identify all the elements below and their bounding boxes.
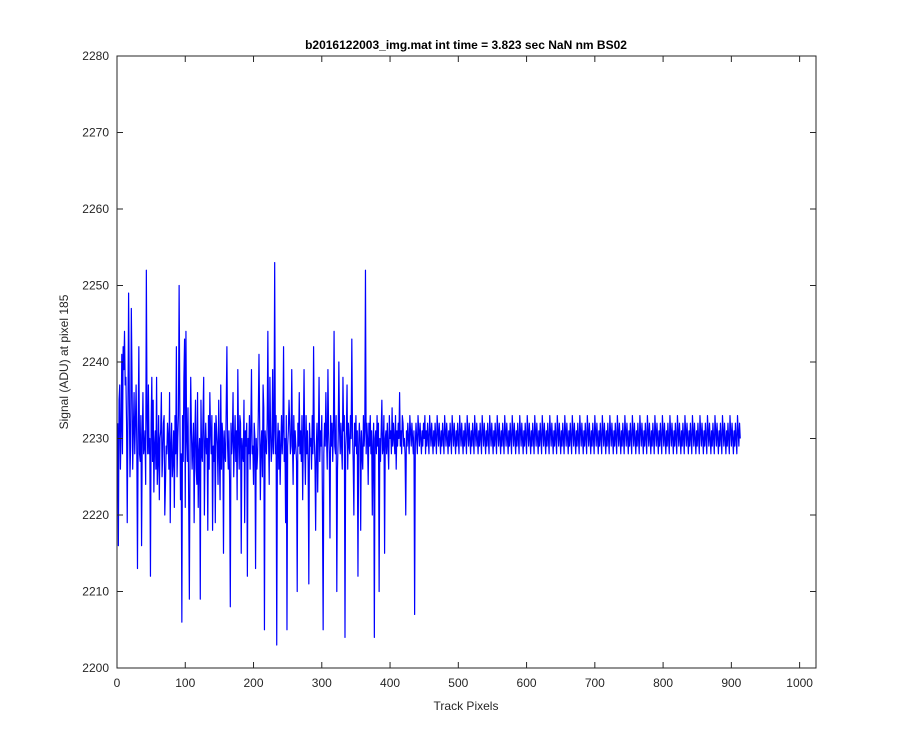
x-axis-label: Track Pixels — [434, 699, 499, 713]
x-tick-label: 500 — [448, 676, 468, 690]
x-tick-label: 300 — [312, 676, 332, 690]
x-tick-label: 200 — [244, 676, 264, 690]
x-tick-label: 1000 — [786, 676, 813, 690]
y-tick-label: 2230 — [82, 432, 109, 446]
x-tick-label: 0 — [114, 676, 121, 690]
axes-box — [116, 55, 817, 669]
y-tick-label: 2270 — [82, 126, 109, 140]
x-tick-label: 700 — [585, 676, 605, 690]
y-tick-label: 2280 — [82, 49, 109, 63]
y-tick-label: 2250 — [82, 279, 109, 293]
x-tick-label: 100 — [175, 676, 195, 690]
x-tick-label: 800 — [653, 676, 673, 690]
x-tick-label: 400 — [380, 676, 400, 690]
x-tick-label: 900 — [721, 676, 741, 690]
y-axis-label: Signal (ADU) at pixel 185 — [57, 294, 71, 429]
y-tick-label: 2200 — [82, 661, 109, 675]
y-tick-label: 2210 — [82, 585, 109, 599]
x-tick-label: 600 — [517, 676, 537, 690]
y-tick-label: 2240 — [82, 355, 109, 369]
y-tick-label: 2260 — [82, 202, 109, 216]
series-line — [117, 261, 741, 646]
axes-layer: 0 100 200 300 400 500 600 700 800 900 1000 2200 2210… — [82, 49, 816, 690]
chart-title: b2016122003_img.mat int time = 3.823 sec… — [305, 38, 627, 52]
plot-area — [117, 56, 816, 668]
data-layer — [117, 261, 741, 646]
y-tick-label: 2220 — [82, 508, 109, 522]
